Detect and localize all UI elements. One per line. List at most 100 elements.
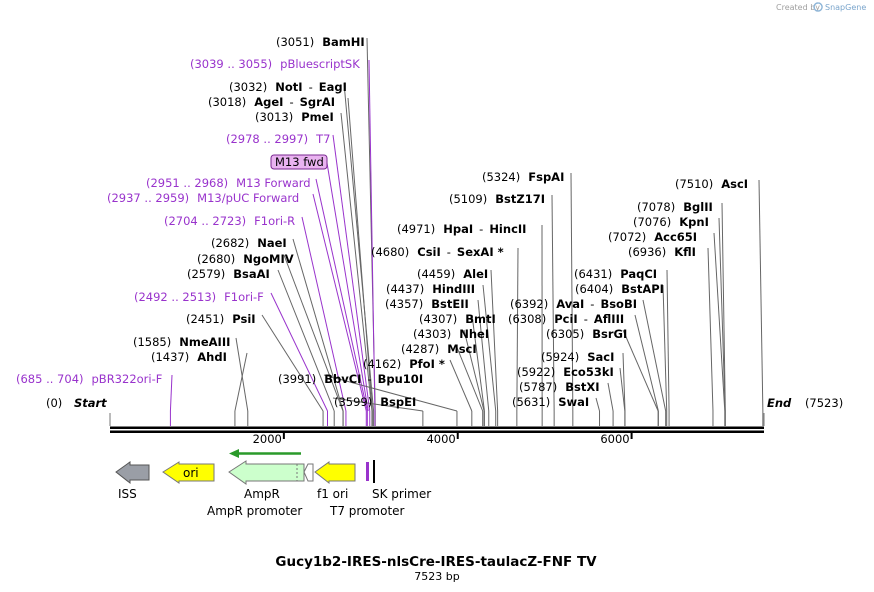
site-connector: [477, 299, 490, 412]
site-connector: [261, 314, 324, 412]
site-label[interactable]: (2492 .. 2513) F1ori-F: [134, 290, 264, 304]
site-label[interactable]: (5631) SwaI: [512, 395, 589, 409]
feature-iss[interactable]: [115, 461, 150, 485]
site-connector: [332, 397, 423, 412]
site-label[interactable]: (2978 .. 2997) T7: [226, 132, 330, 146]
site-label[interactable]: (4307) BmtI: [419, 312, 496, 326]
m13-fwd-label: M13 fwd: [275, 155, 324, 169]
site-label[interactable]: (2682) NaeI: [211, 236, 287, 250]
site-label[interactable]: (6305) BsrGI: [546, 327, 627, 341]
site-label[interactable]: (2579) BsaAI: [187, 267, 270, 281]
site-label[interactable]: (6936) KflI: [628, 245, 696, 259]
site-connector: [315, 178, 368, 412]
site-label[interactable]: (1585) NmeAIII: [133, 335, 230, 349]
site-label[interactable]: (4287) MscI: [401, 342, 477, 356]
site-connector: [235, 337, 249, 412]
site-label[interactable]: (4971) HpaI - HincII: [397, 222, 526, 236]
site-label[interactable]: (2680) NgoMIV: [197, 252, 294, 266]
site-connector: [622, 329, 659, 412]
site-label[interactable]: (5922) Eco53kI: [517, 365, 614, 379]
site-label[interactable]: (6431) PaqCI: [574, 267, 657, 281]
feature-label-ampr-promoter: AmpR promoter: [207, 504, 302, 518]
site-label[interactable]: (7078) BglII: [637, 200, 713, 214]
site-connector: [234, 352, 248, 412]
feature-label-iss: ISS: [118, 487, 137, 501]
site-connector: [490, 269, 499, 412]
site-connector: [758, 179, 764, 412]
site-connector: [713, 232, 726, 412]
site-label[interactable]: (6308) PciI - AflIII: [508, 312, 624, 326]
site-label[interactable]: (3018) AgeI - SgrAI: [208, 95, 335, 109]
site-label[interactable]: (3051) BamHI: [276, 35, 365, 49]
end-position: (7523): [805, 396, 843, 410]
site-label[interactable]: (4357) BstEII: [385, 297, 469, 311]
feature-sk-primer[interactable]: [373, 460, 375, 483]
feature-ampr[interactable]: [228, 460, 305, 485]
site-label[interactable]: (2951 .. 2968) M13 Forward: [146, 176, 311, 190]
backbone-top-strand: [110, 426, 764, 429]
site-label[interactable]: (4162) PfoI *: [363, 357, 445, 371]
site-connector: [634, 314, 659, 412]
site-connector: [326, 162, 369, 412]
site-label[interactable]: (3032) NotI - EagI: [229, 80, 347, 94]
site-connector: [463, 329, 485, 412]
site-connectors: [169, 37, 764, 426]
m13-fwd-box[interactable]: [270, 154, 328, 170]
site-connector: [595, 397, 601, 412]
ruler-label: 4000: [426, 432, 455, 446]
site-connector: [607, 382, 614, 412]
svg-text:End (7523): End (7523): [767, 396, 843, 410]
ruler-tick: [456, 433, 459, 439]
site-label[interactable]: (5109) BstZ17I: [449, 192, 545, 206]
site-label[interactable]: (3599) BspEI: [334, 395, 416, 409]
svg-text:(0) Start: (0) Start: [46, 396, 107, 410]
site-label[interactable]: (5324) FspAI: [482, 170, 564, 184]
site-connector: [292, 238, 344, 412]
backbone-bottom-strand: [110, 430, 764, 433]
site-label[interactable]: (7072) Acc65I: [608, 230, 697, 244]
site-connector: [347, 97, 373, 412]
site-connector: [270, 292, 328, 412]
site-label[interactable]: (6392) AvaI - BsoBI: [510, 297, 637, 311]
site-label[interactable]: (4437) HindIII: [386, 282, 475, 296]
site-label[interactable]: (2451) PsiI: [186, 312, 256, 326]
site-connector: [570, 172, 574, 412]
map-title: Gucy1b2-IRES-nlsCre-IRES-taulacZ-FNF TV: [275, 554, 597, 570]
feature-label-t7-promoter: T7 promoter: [329, 504, 405, 518]
site-label[interactable]: (6404) BstAPI: [575, 282, 664, 296]
feature-label-ampr: AmpR: [244, 487, 280, 501]
site-label[interactable]: (3013) PmeI: [255, 110, 334, 124]
site-label[interactable]: (7510) AscI: [675, 177, 748, 191]
feature-ampr-promoter[interactable]: [303, 463, 314, 482]
site-connector: [283, 254, 344, 412]
site-label[interactable]: (3039 .. 3055) pBluescriptSK: [190, 57, 360, 71]
feature-f1-ori[interactable]: [314, 461, 356, 485]
site-connector: [619, 367, 626, 412]
site-label[interactable]: (4303) NheI: [413, 327, 489, 341]
ruler-label: 6000: [600, 432, 629, 446]
site-connector: [622, 352, 626, 412]
ruler: 2000 4000 6000: [253, 432, 633, 446]
site-label[interactable]: (1437) AhdI: [151, 350, 227, 364]
feature-t7-promoter[interactable]: [366, 462, 369, 481]
site-label[interactable]: (7076) KpnI: [633, 215, 709, 229]
site-connector: [169, 374, 173, 412]
site-label[interactable]: (4459) AleI: [417, 267, 488, 281]
site-connector: [551, 194, 555, 412]
site-label[interactable]: (4680) CsiI - SexAI *: [371, 245, 504, 259]
site-label[interactable]: (2704 .. 2723) F1ori-R: [164, 214, 295, 228]
site-label[interactable]: (2937 .. 2959) M13/pUC Forward: [107, 191, 299, 205]
start-label: Start: [74, 396, 107, 410]
site-label[interactable]: (5924) SacI: [541, 350, 614, 364]
site-connector: [323, 374, 458, 412]
feature-ori[interactable]: [162, 461, 215, 484]
site-label[interactable]: (3991) BbvCI - Bpu10I: [278, 372, 423, 386]
feature-ori-label: ori: [183, 466, 199, 480]
site-connector: [718, 217, 726, 412]
site-label[interactable]: (685 .. 704) pBR322ori-F: [16, 372, 162, 386]
snapgene-brand: SnapGene: [825, 3, 866, 12]
site-label[interactable]: (5787) BstXI: [519, 380, 600, 394]
site-connector: [455, 344, 484, 412]
site-connector: [343, 82, 375, 412]
